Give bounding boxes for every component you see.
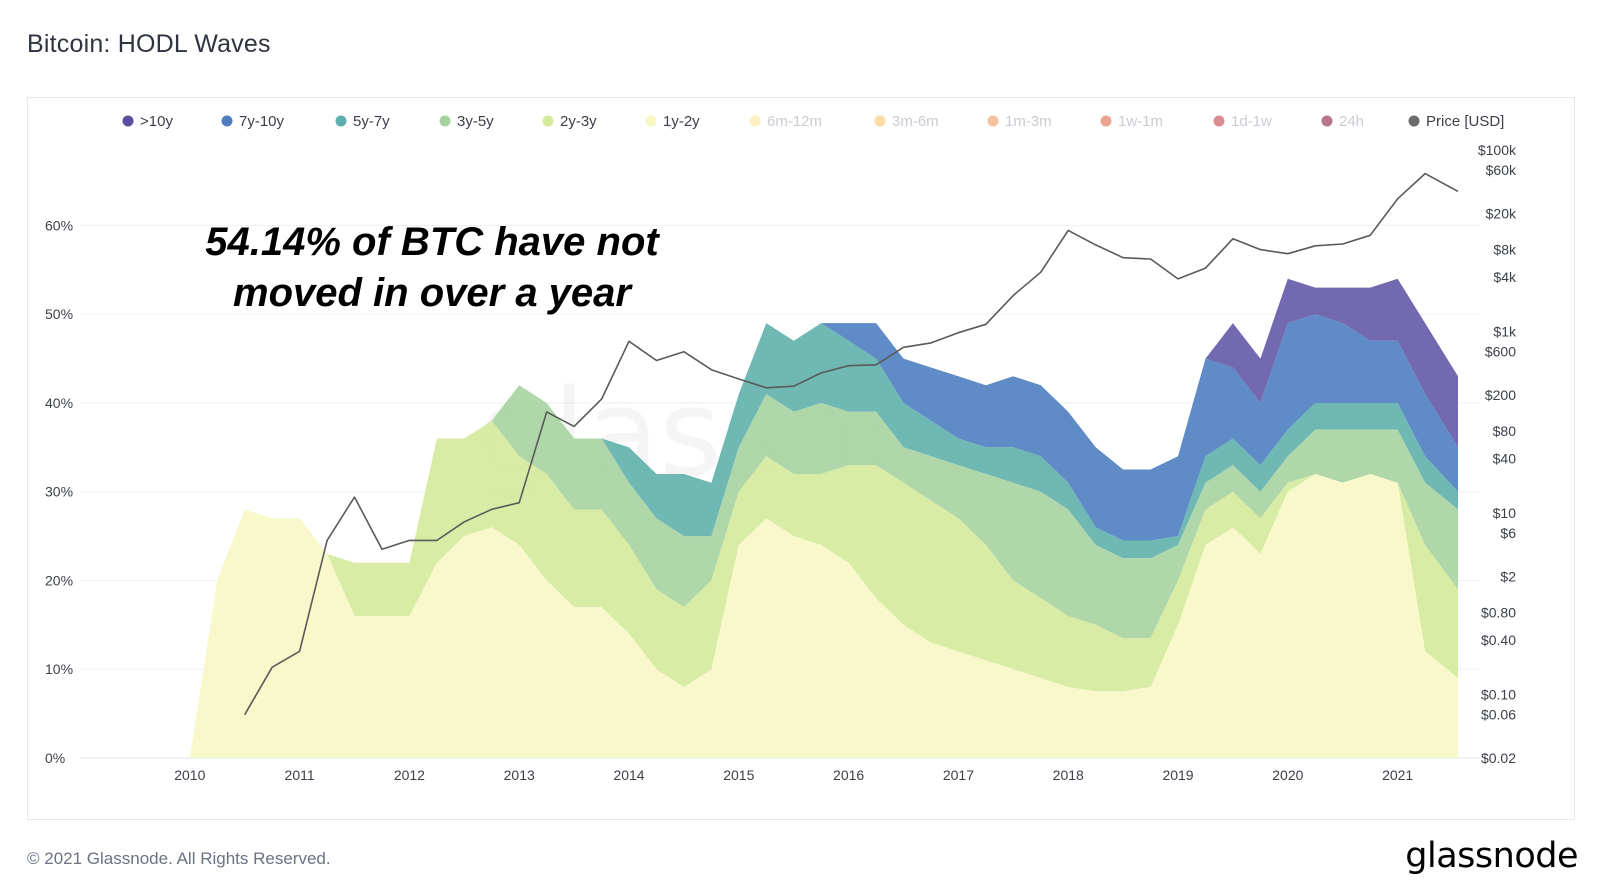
y-right-tick-label: $1k: [1493, 324, 1517, 340]
y-right-tick-label: $40: [1493, 450, 1517, 466]
y-axis-left: 0% 10% 20% 30% 40% 50% 60%: [45, 217, 73, 766]
x-tick-label: 2018: [1053, 767, 1084, 783]
legend-item-24h[interactable]: 24h: [1321, 113, 1365, 130]
legend-label: 1d-1w: [1231, 113, 1272, 130]
legend-label: 7y-10y: [239, 113, 285, 130]
x-tick-label: 2014: [613, 767, 644, 783]
area-series: [189, 278, 1458, 758]
y-left-tick-label: 10%: [45, 661, 73, 677]
legend-swatch: [1100, 115, 1112, 127]
legend-label: 3y-5y: [457, 113, 494, 130]
legend-swatch: [335, 115, 347, 127]
legend-item-2y-3y[interactable]: 2y-3y: [542, 113, 598, 130]
legend-label: >10y: [140, 113, 173, 130]
x-axis: 2010 2011 2012 2013 2014 2015 2016 2017 2018 2019…: [174, 767, 1413, 783]
legend-swatch: [645, 115, 657, 127]
y-left-tick-label: 0%: [45, 750, 65, 766]
annotation-line-2: moved in over a year: [233, 271, 633, 315]
legend-label: Price [USD]: [1426, 113, 1504, 130]
legend-label: 24h: [1339, 113, 1364, 130]
legend-item-1d-1w[interactable]: 1d-1w: [1213, 113, 1273, 130]
chart-frame: [27, 97, 1575, 820]
y-right-tick-label: $2: [1500, 568, 1516, 584]
legend-label: 2y-3y: [560, 113, 597, 130]
legend-swatch: [221, 115, 233, 127]
y-right-tick-label: $6: [1500, 525, 1516, 541]
legend-item-1y-2y[interactable]: 1y-2y: [645, 113, 701, 130]
x-tick-label: 2021: [1382, 767, 1413, 783]
y-right-tick-label: $10: [1493, 505, 1517, 521]
legend: >10y 7y-10y 5y-7y 3y-5y 2y-3y 1y-2y 6m-12m 3m-6…: [122, 113, 1505, 130]
legend-item-1w-1m[interactable]: 1w-1m: [1100, 113, 1164, 130]
legend-label: 1w-1m: [1118, 113, 1163, 130]
legend-item-price-usd-[interactable]: Price [USD]: [1408, 113, 1505, 130]
legend-item-1m-3m[interactable]: 1m-3m: [987, 113, 1052, 130]
legend-swatch: [1213, 115, 1225, 127]
copyright-footer: © 2021 Glassnode. All Rights Reserved.: [27, 849, 331, 868]
x-tick-label: 2010: [174, 767, 205, 783]
x-tick-label: 2017: [943, 767, 974, 783]
area-1y-2y: [189, 474, 1458, 758]
price-series: [244, 172, 1459, 716]
y-right-tick-label: $4k: [1493, 269, 1517, 285]
x-tick-label: 2015: [723, 767, 754, 783]
legend-swatch: [439, 115, 451, 127]
y-right-tick-label: $0.02: [1481, 750, 1516, 766]
x-tick-label: 2020: [1272, 767, 1303, 783]
brand-logo: glassnode: [1405, 836, 1578, 876]
x-tick-label: 2016: [833, 767, 864, 783]
y-right-tick-label: $20k: [1486, 205, 1517, 221]
annotation-line-1: 54.14% of BTC have not: [205, 220, 660, 264]
y-left-tick-label: 40%: [45, 395, 73, 411]
y-right-tick-label: $80: [1493, 423, 1517, 439]
y-right-tick-label: $600: [1485, 344, 1516, 360]
legend-swatch: [987, 115, 999, 127]
legend-swatch: [1408, 115, 1420, 127]
legend-swatch: [749, 115, 761, 127]
x-tick-label: 2019: [1162, 767, 1193, 783]
y-right-tick-label: $0.10: [1481, 687, 1516, 703]
y-right-tick-label: $0.40: [1481, 632, 1516, 648]
legend-item-5y-7y[interactable]: 5y-7y: [335, 113, 391, 130]
legend-label: 3m-6m: [892, 113, 939, 130]
legend-item-6m-12m[interactable]: 6m-12m: [749, 113, 823, 130]
legend-item-3m-6m[interactable]: 3m-6m: [874, 113, 939, 130]
y-left-tick-label: 60%: [45, 217, 73, 233]
x-tick-label: 2011: [285, 767, 315, 783]
legend-swatch: [122, 115, 134, 127]
y-left-tick-label: 20%: [45, 572, 73, 588]
legend-label: 1m-3m: [1005, 113, 1052, 130]
legend-label: 1y-2y: [663, 113, 700, 130]
y-right-tick-label: $60k: [1486, 162, 1517, 178]
price-line: [244, 172, 1459, 716]
legend-item--10y[interactable]: >10y: [122, 113, 174, 130]
legend-label: 6m-12m: [767, 113, 822, 130]
y-right-tick-label: $200: [1485, 387, 1516, 403]
y-right-tick-label: $8k: [1493, 242, 1517, 258]
legend-item-7y-10y[interactable]: 7y-10y: [221, 113, 285, 130]
area-7y-10y: [189, 314, 1458, 758]
area-3y-5y: [189, 385, 1458, 758]
legend-label: 5y-7y: [353, 113, 390, 130]
y-right-tick-label: $0.06: [1481, 707, 1516, 723]
legend-item-3y-5y[interactable]: 3y-5y: [439, 113, 495, 130]
y-right-tick-label: $0.80: [1481, 605, 1516, 621]
y-left-tick-label: 30%: [45, 484, 73, 500]
y-right-tick-label: $100k: [1478, 142, 1517, 158]
y-axis-right: $0.02 $0.06 $0.10 $0.40 $0.80 $2 $6 $10 $40 $80 $2…: [1478, 142, 1517, 766]
legend-swatch: [542, 115, 554, 127]
y-left-tick-label: 50%: [45, 306, 73, 322]
legend-swatch: [1321, 115, 1333, 127]
x-tick-label: 2013: [504, 767, 535, 783]
x-tick-label: 2012: [394, 767, 425, 783]
legend-swatch: [874, 115, 886, 127]
page-title: Bitcoin: HODL Waves: [27, 30, 271, 58]
